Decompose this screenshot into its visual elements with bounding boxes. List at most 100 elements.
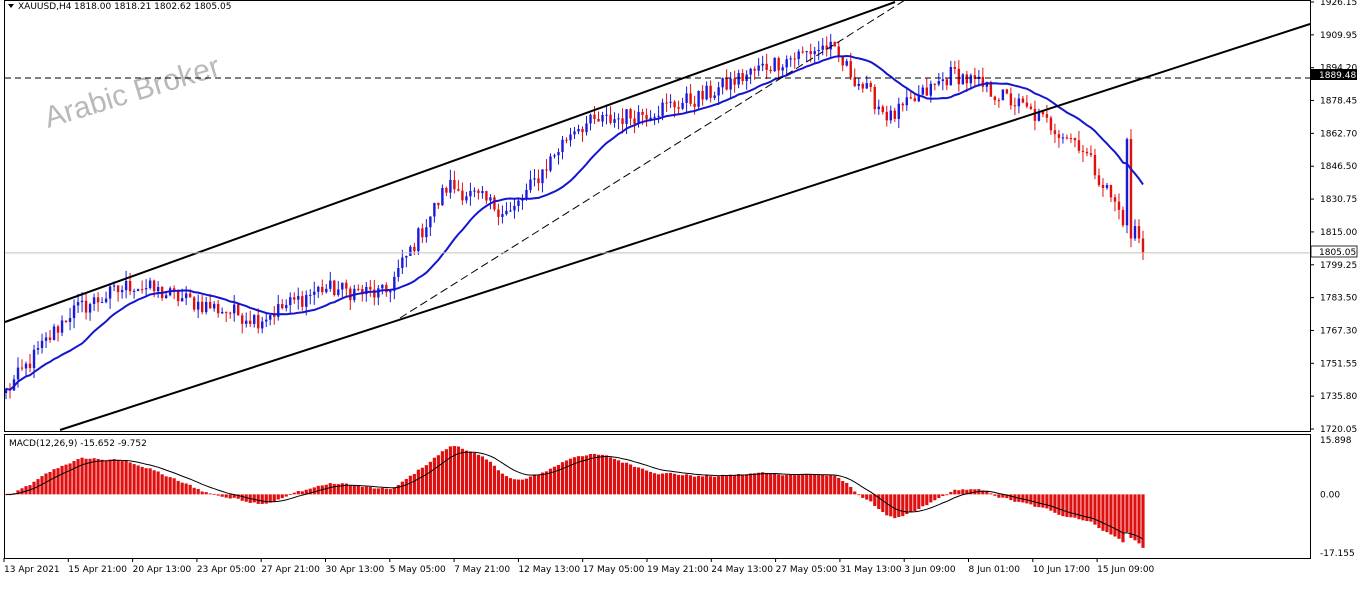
candle-body: [52, 326, 56, 340]
candle-body: [1081, 150, 1085, 152]
candle-body: [4, 388, 8, 394]
macd-bar: [821, 474, 825, 495]
candle-body: [601, 115, 604, 122]
macd-bar: [628, 464, 633, 495]
candle-body: [605, 114, 608, 116]
macd-bar: [256, 494, 260, 504]
macd-bar: [877, 494, 881, 510]
macd-bar: [929, 494, 933, 503]
macd-bar: [817, 475, 821, 495]
macd-bar: [1037, 494, 1041, 508]
candle-body: [849, 61, 852, 78]
macd-panel-frame: [4, 434, 1311, 559]
macd-bar: [660, 473, 665, 495]
candle-body: [505, 210, 508, 215]
channel-lower-line[interactable]: [59, 23, 1311, 431]
candle-body: [773, 58, 776, 72]
candle-body: [509, 210, 512, 212]
macd-bar: [713, 476, 717, 495]
candle-body: [713, 95, 716, 98]
candle-body: [557, 152, 560, 156]
macd-bar: [701, 476, 705, 495]
macd-bar: [68, 463, 72, 495]
macd-bar: [1101, 494, 1105, 531]
macd-bar: [648, 471, 653, 495]
candle-body: [889, 110, 892, 121]
candle-body: [64, 320, 68, 322]
candle-body: [841, 56, 844, 66]
candle-body: [60, 320, 64, 333]
macd-bar: [1077, 494, 1081, 520]
macd-bar: [164, 476, 168, 495]
candle-body: [1017, 98, 1021, 107]
candle-body: [457, 189, 460, 191]
candle-body: [317, 286, 320, 292]
candle-body: [84, 300, 88, 313]
candle-body: [781, 67, 784, 71]
price-tick-label: 1799.25: [1320, 261, 1357, 271]
candle-body: [857, 83, 860, 87]
candle-body: [224, 311, 228, 313]
candle-body: [28, 363, 32, 368]
candle-body: [1021, 98, 1025, 103]
macd-bar: [388, 489, 392, 495]
macd-bar: [380, 487, 384, 495]
macd-bar: [528, 476, 533, 495]
price-tick-label: 1815.00: [1320, 228, 1357, 238]
macd-axis: 15.898 0.00 -17.155: [1320, 436, 1355, 559]
macd-bar: [264, 494, 268, 504]
candle-body: [901, 103, 904, 106]
macd-bar: [364, 486, 368, 495]
candle-body: [797, 51, 800, 59]
candle-body: [341, 282, 344, 290]
candle-body: [100, 302, 104, 304]
candle-body: [409, 246, 412, 256]
candle-body: [429, 216, 432, 228]
macd-bar: [492, 465, 497, 495]
macd-bar: [1001, 494, 1005, 498]
candle-body: [469, 190, 472, 197]
macd-bar: [108, 459, 112, 495]
candle-body: [925, 87, 929, 96]
macd-bar: [801, 474, 805, 495]
macd-bar: [400, 481, 404, 495]
macd-bar: [765, 472, 769, 495]
macd-bar: [332, 484, 336, 495]
candle-body: [237, 304, 240, 316]
candle-body: [473, 190, 476, 192]
macd-bar: [656, 474, 661, 495]
candle-body: [365, 286, 368, 295]
channel-upper-line[interactable]: [4, 1, 896, 323]
macd-bar: [276, 494, 280, 500]
candle-body: [176, 290, 180, 302]
macd-bar: [272, 494, 276, 502]
macd-bar: [857, 494, 861, 496]
macd-bar: [1141, 494, 1145, 548]
macd-bar: [1049, 494, 1053, 511]
macd-bar: [472, 452, 477, 495]
dropdown-triangle-icon[interactable]: [8, 4, 14, 8]
macd-bar: [733, 475, 737, 495]
macd-bar: [1137, 494, 1141, 544]
candle-body: [441, 187, 444, 206]
time-tick-label: 8 Jun 01:00: [969, 565, 1021, 575]
macd-bar: [608, 457, 613, 495]
macd-bar: [596, 454, 601, 495]
macd-label: MACD(12,26,9) -15.652 -9.752: [9, 439, 147, 449]
candle-body: [957, 68, 961, 85]
candle-body: [377, 288, 380, 298]
macd-bar: [516, 479, 521, 495]
time-tick-label: 17 May 05:00: [583, 565, 645, 575]
candle-body: [204, 301, 208, 313]
candle-body: [585, 123, 588, 133]
candle-body: [945, 79, 949, 86]
macd-bar: [624, 462, 629, 495]
macd-bar: [989, 493, 993, 495]
macd-bar: [348, 485, 352, 495]
mid-dashed-trendline[interactable]: [399, 0, 906, 319]
macd-bar: [488, 461, 493, 495]
candle-body: [917, 94, 921, 102]
candle-body: [325, 288, 328, 293]
candle-body: [1137, 226, 1141, 239]
